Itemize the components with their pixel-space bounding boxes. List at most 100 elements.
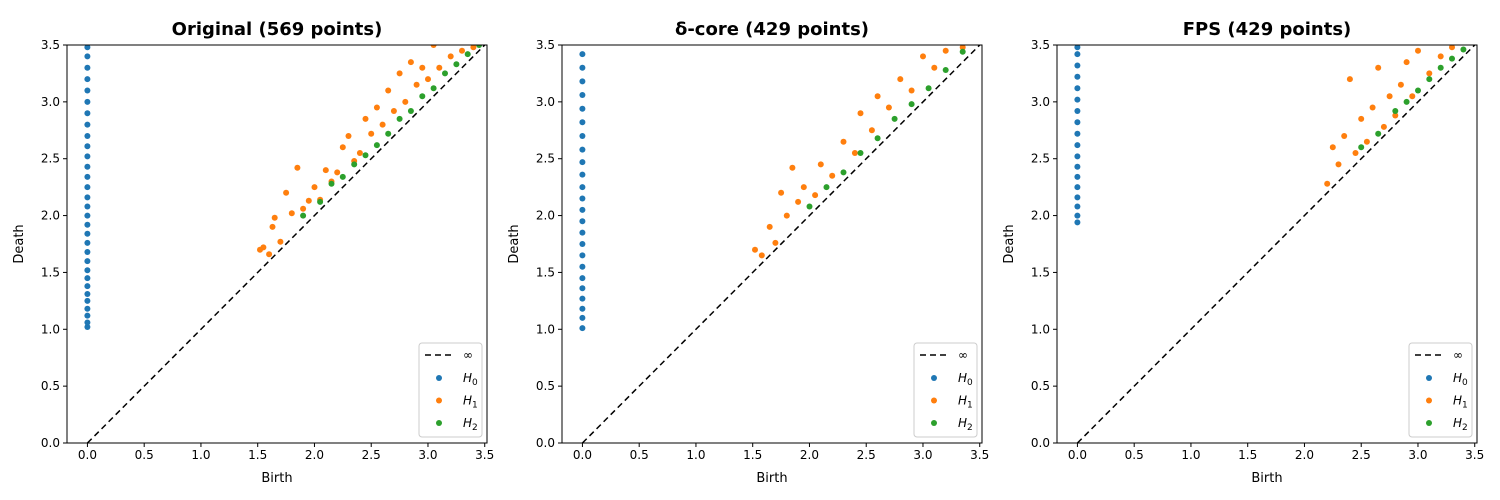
point-H1 xyxy=(430,45,437,48)
series-H2 xyxy=(1358,46,1467,151)
point-H0 xyxy=(84,153,91,160)
point-H0 xyxy=(579,263,586,270)
y-axis-label: Death xyxy=(12,224,27,263)
point-H1 xyxy=(334,169,341,176)
point-H0 xyxy=(579,275,586,282)
y-tick-label: 1.0 xyxy=(41,322,60,336)
point-H2 xyxy=(351,161,358,168)
point-H0 xyxy=(579,51,586,58)
legend-label-subscript: 2 xyxy=(1462,423,1468,433)
point-H2 xyxy=(1403,98,1410,105)
point-H1 xyxy=(1335,161,1342,168)
point-H1 xyxy=(1415,47,1421,54)
point-H0 xyxy=(84,76,91,83)
point-H1 xyxy=(942,47,949,54)
point-H1 xyxy=(425,76,431,83)
legend-label-letter: H xyxy=(958,371,967,385)
point-H0 xyxy=(84,297,91,304)
x-tick-label: 1.5 xyxy=(743,448,762,462)
point-H2 xyxy=(1415,87,1421,94)
point-H0 xyxy=(84,143,91,150)
point-H1 xyxy=(385,87,392,94)
point-H0 xyxy=(579,206,586,213)
point-H1 xyxy=(1403,59,1410,66)
point-H1 xyxy=(413,81,420,88)
point-H1 xyxy=(920,53,926,60)
legend-marker-H1 xyxy=(436,397,442,404)
legend-diagonal-label: ∞ xyxy=(463,348,473,362)
point-H0 xyxy=(84,194,91,201)
legend-marker-H1 xyxy=(1426,397,1432,404)
point-H0 xyxy=(84,212,91,219)
x-tick-label: 2.5 xyxy=(857,448,876,462)
y-tick-label: 1.5 xyxy=(41,265,60,279)
point-H0 xyxy=(1074,73,1081,80)
point-H0 xyxy=(579,92,586,98)
x-tick-label: 2.5 xyxy=(1352,448,1371,462)
point-H0 xyxy=(579,195,586,202)
legend-label-letter: H xyxy=(958,394,967,408)
chart-title: FPS (429 points) xyxy=(1183,19,1352,40)
point-H1 xyxy=(1369,104,1376,111)
x-tick-label: 3.0 xyxy=(1408,448,1427,462)
point-H0 xyxy=(84,305,91,312)
point-H1 xyxy=(1341,133,1348,139)
point-H1 xyxy=(1346,76,1353,83)
point-H1 xyxy=(1363,138,1370,145)
point-H1 xyxy=(874,93,881,100)
point-H1 xyxy=(1375,64,1382,71)
point-H1 xyxy=(795,198,802,205)
series-H0 xyxy=(1074,45,1081,226)
diagonal-line xyxy=(86,45,486,443)
point-H2 xyxy=(925,85,932,92)
point-H1 xyxy=(857,110,864,117)
axes-frame xyxy=(561,44,983,444)
point-H0 xyxy=(84,121,91,128)
legend-marker-H2 xyxy=(931,420,937,426)
point-H2 xyxy=(476,45,483,48)
point-H0 xyxy=(1074,51,1081,58)
point-H2 xyxy=(959,48,966,55)
point-H0 xyxy=(579,119,586,126)
legend-diagonal-label: ∞ xyxy=(1453,348,1463,362)
series-H0 xyxy=(579,51,586,332)
x-tick-label: 1.0 xyxy=(686,448,705,462)
y-tick-label: 0.0 xyxy=(41,436,60,450)
point-H0 xyxy=(579,146,586,153)
y-tick-label: 1.0 xyxy=(536,322,555,336)
point-H0 xyxy=(84,230,91,237)
point-H2 xyxy=(453,61,460,68)
legend-label-H0: H0 xyxy=(958,371,973,388)
point-H2 xyxy=(464,51,471,58)
legend-marker-H0 xyxy=(931,375,937,381)
y-tick-label: 1.5 xyxy=(536,265,555,279)
y-tick-label: 0.0 xyxy=(1031,436,1050,450)
point-H1 xyxy=(402,98,409,105)
point-H0 xyxy=(579,241,586,247)
point-H0 xyxy=(579,105,586,112)
point-H0 xyxy=(579,252,586,259)
series-H2 xyxy=(300,45,483,219)
point-H0 xyxy=(84,283,91,290)
point-H2 xyxy=(396,115,403,122)
x-tick-label: 0.0 xyxy=(1068,448,1087,462)
point-H1 xyxy=(390,108,397,114)
x-tick-label: 0.5 xyxy=(135,448,154,462)
legend-marker-H0 xyxy=(436,375,442,381)
x-tick-label: 0.0 xyxy=(78,448,97,462)
point-H0 xyxy=(84,64,91,71)
point-H2 xyxy=(806,203,813,210)
point-H2 xyxy=(430,85,437,92)
point-H0 xyxy=(579,78,586,85)
legend-label-H2: H2 xyxy=(958,416,973,433)
y-tick-label: 3.0 xyxy=(41,95,60,109)
point-H0 xyxy=(1074,45,1081,51)
y-tick-label: 1.0 xyxy=(1031,322,1050,336)
point-H0 xyxy=(84,221,91,228)
x-tick-label: 3.0 xyxy=(418,448,437,462)
point-H0 xyxy=(84,173,91,180)
y-tick-label: 2.5 xyxy=(536,152,555,166)
